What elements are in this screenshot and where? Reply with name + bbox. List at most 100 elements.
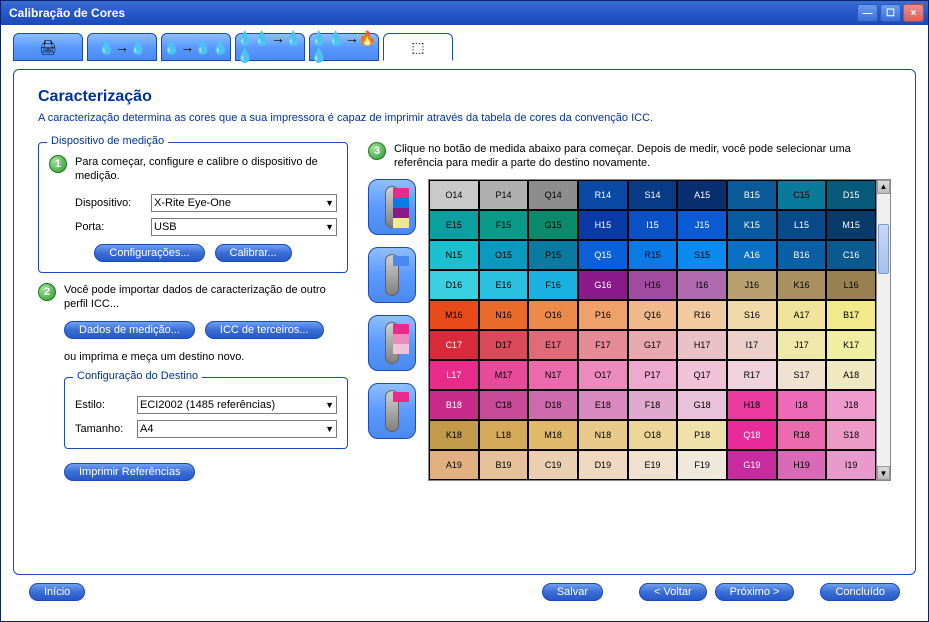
color-cell[interactable]: F16	[528, 270, 578, 300]
vertical-scrollbar[interactable]: ▲ ▼	[876, 180, 890, 481]
color-cell[interactable]: G19	[727, 450, 777, 480]
color-cell[interactable]: M16	[429, 300, 479, 330]
measure-tool-3[interactable]	[368, 383, 416, 439]
color-cell[interactable]: E17	[528, 330, 578, 360]
color-cell[interactable]: G17	[628, 330, 678, 360]
color-cell[interactable]: L18	[479, 420, 529, 450]
color-cell[interactable]: H17	[677, 330, 727, 360]
color-cell[interactable]: C19	[528, 450, 578, 480]
color-cell[interactable]: M17	[479, 360, 529, 390]
color-cell[interactable]: J18	[826, 390, 876, 420]
device-select[interactable]: X-Rite Eye-One ▼	[151, 194, 337, 212]
color-cell[interactable]: B19	[479, 450, 529, 480]
scroll-down-button[interactable]: ▼	[877, 466, 890, 480]
measure-tool-2[interactable]	[368, 315, 416, 371]
color-cell[interactable]: E16	[479, 270, 529, 300]
color-cell[interactable]: I16	[677, 270, 727, 300]
tab-1[interactable]: 💧→💧	[87, 33, 157, 61]
color-cell[interactable]: H15	[578, 210, 628, 240]
color-cell[interactable]: E18	[578, 390, 628, 420]
tab-4[interactable]: 💧💧→🔥💧	[309, 33, 379, 61]
color-cell[interactable]: O18	[628, 420, 678, 450]
color-cell[interactable]: B15	[727, 180, 777, 210]
color-cell[interactable]: Q17	[677, 360, 727, 390]
color-cell[interactable]: G16	[578, 270, 628, 300]
color-cell[interactable]: F19	[677, 450, 727, 480]
size-select[interactable]: A4 ▼	[137, 420, 337, 438]
color-cell[interactable]: A19	[429, 450, 479, 480]
color-cell[interactable]: D19	[578, 450, 628, 480]
color-cell[interactable]: B17	[826, 300, 876, 330]
maximize-button[interactable]: ☐	[880, 4, 901, 22]
measure-tool-1[interactable]	[368, 247, 416, 303]
color-cell[interactable]: N15	[429, 240, 479, 270]
color-cell[interactable]: H19	[777, 450, 827, 480]
color-cell[interactable]: S15	[677, 240, 727, 270]
color-cell[interactable]: K18	[429, 420, 479, 450]
color-cell[interactable]: O14	[429, 180, 479, 210]
measure-tool-0[interactable]	[368, 179, 416, 235]
color-cell[interactable]: B16	[777, 240, 827, 270]
color-cell[interactable]: P18	[677, 420, 727, 450]
color-cell[interactable]: A15	[677, 180, 727, 210]
scroll-up-button[interactable]: ▲	[877, 180, 890, 194]
color-cell[interactable]: R14	[578, 180, 628, 210]
color-cell[interactable]: I19	[826, 450, 876, 480]
color-cell[interactable]: R17	[727, 360, 777, 390]
color-cell[interactable]: F18	[628, 390, 678, 420]
color-cell[interactable]: H18	[727, 390, 777, 420]
color-cell[interactable]: J15	[677, 210, 727, 240]
color-cell[interactable]: O17	[578, 360, 628, 390]
minimize-button[interactable]: —	[857, 4, 878, 22]
color-cell[interactable]: R16	[677, 300, 727, 330]
color-cell[interactable]: A18	[826, 360, 876, 390]
third-party-icc-button[interactable]: ICC de terceiros...	[205, 321, 324, 339]
print-references-button[interactable]: Imprimir Referências	[64, 463, 195, 481]
color-cell[interactable]: M15	[826, 210, 876, 240]
color-cell[interactable]: G15	[528, 210, 578, 240]
color-cell[interactable]: F17	[578, 330, 628, 360]
color-cell[interactable]: S16	[727, 300, 777, 330]
color-cell[interactable]: C15	[777, 180, 827, 210]
color-cell[interactable]: P16	[578, 300, 628, 330]
color-cell[interactable]: S14	[628, 180, 678, 210]
color-cell[interactable]: M18	[528, 420, 578, 450]
tab-3[interactable]: 💧💧→💧💧	[235, 33, 305, 61]
color-cell[interactable]: B18	[429, 390, 479, 420]
color-cell[interactable]: C18	[479, 390, 529, 420]
color-cell[interactable]: K15	[727, 210, 777, 240]
color-cell[interactable]: P15	[528, 240, 578, 270]
color-cell[interactable]: E15	[429, 210, 479, 240]
color-cell[interactable]: I15	[628, 210, 678, 240]
color-cell[interactable]: L17	[429, 360, 479, 390]
color-cell[interactable]: N18	[578, 420, 628, 450]
style-select[interactable]: ECI2002 (1485 referências) ▼	[137, 396, 337, 414]
color-cell[interactable]: J16	[727, 270, 777, 300]
color-cell[interactable]: A17	[777, 300, 827, 330]
color-cell[interactable]: I17	[727, 330, 777, 360]
color-cell[interactable]: Q16	[628, 300, 678, 330]
color-cell[interactable]: R18	[777, 420, 827, 450]
color-cell[interactable]: L15	[777, 210, 827, 240]
color-cell[interactable]: A16	[727, 240, 777, 270]
color-cell[interactable]: C16	[826, 240, 876, 270]
color-cell[interactable]: P17	[628, 360, 678, 390]
color-cell[interactable]: K16	[777, 270, 827, 300]
done-button[interactable]: Concluído	[820, 583, 900, 601]
color-cell[interactable]: I18	[777, 390, 827, 420]
scroll-thumb[interactable]	[878, 224, 889, 274]
back-button[interactable]: < Voltar	[639, 583, 707, 601]
color-cell[interactable]: Q15	[578, 240, 628, 270]
save-button[interactable]: Salvar	[542, 583, 603, 601]
close-button[interactable]: ×	[903, 4, 924, 22]
calibrate-button[interactable]: Calibrar...	[215, 244, 292, 262]
color-cell[interactable]: C17	[429, 330, 479, 360]
color-cell[interactable]: D16	[429, 270, 479, 300]
color-cell[interactable]: F15	[479, 210, 529, 240]
color-cell[interactable]: S17	[777, 360, 827, 390]
color-cell[interactable]: R15	[628, 240, 678, 270]
next-button[interactable]: Próximo >	[715, 583, 795, 601]
color-cell[interactable]: K17	[826, 330, 876, 360]
color-cell[interactable]: D17	[479, 330, 529, 360]
tab-2[interactable]: 💧→💧💧	[161, 33, 231, 61]
